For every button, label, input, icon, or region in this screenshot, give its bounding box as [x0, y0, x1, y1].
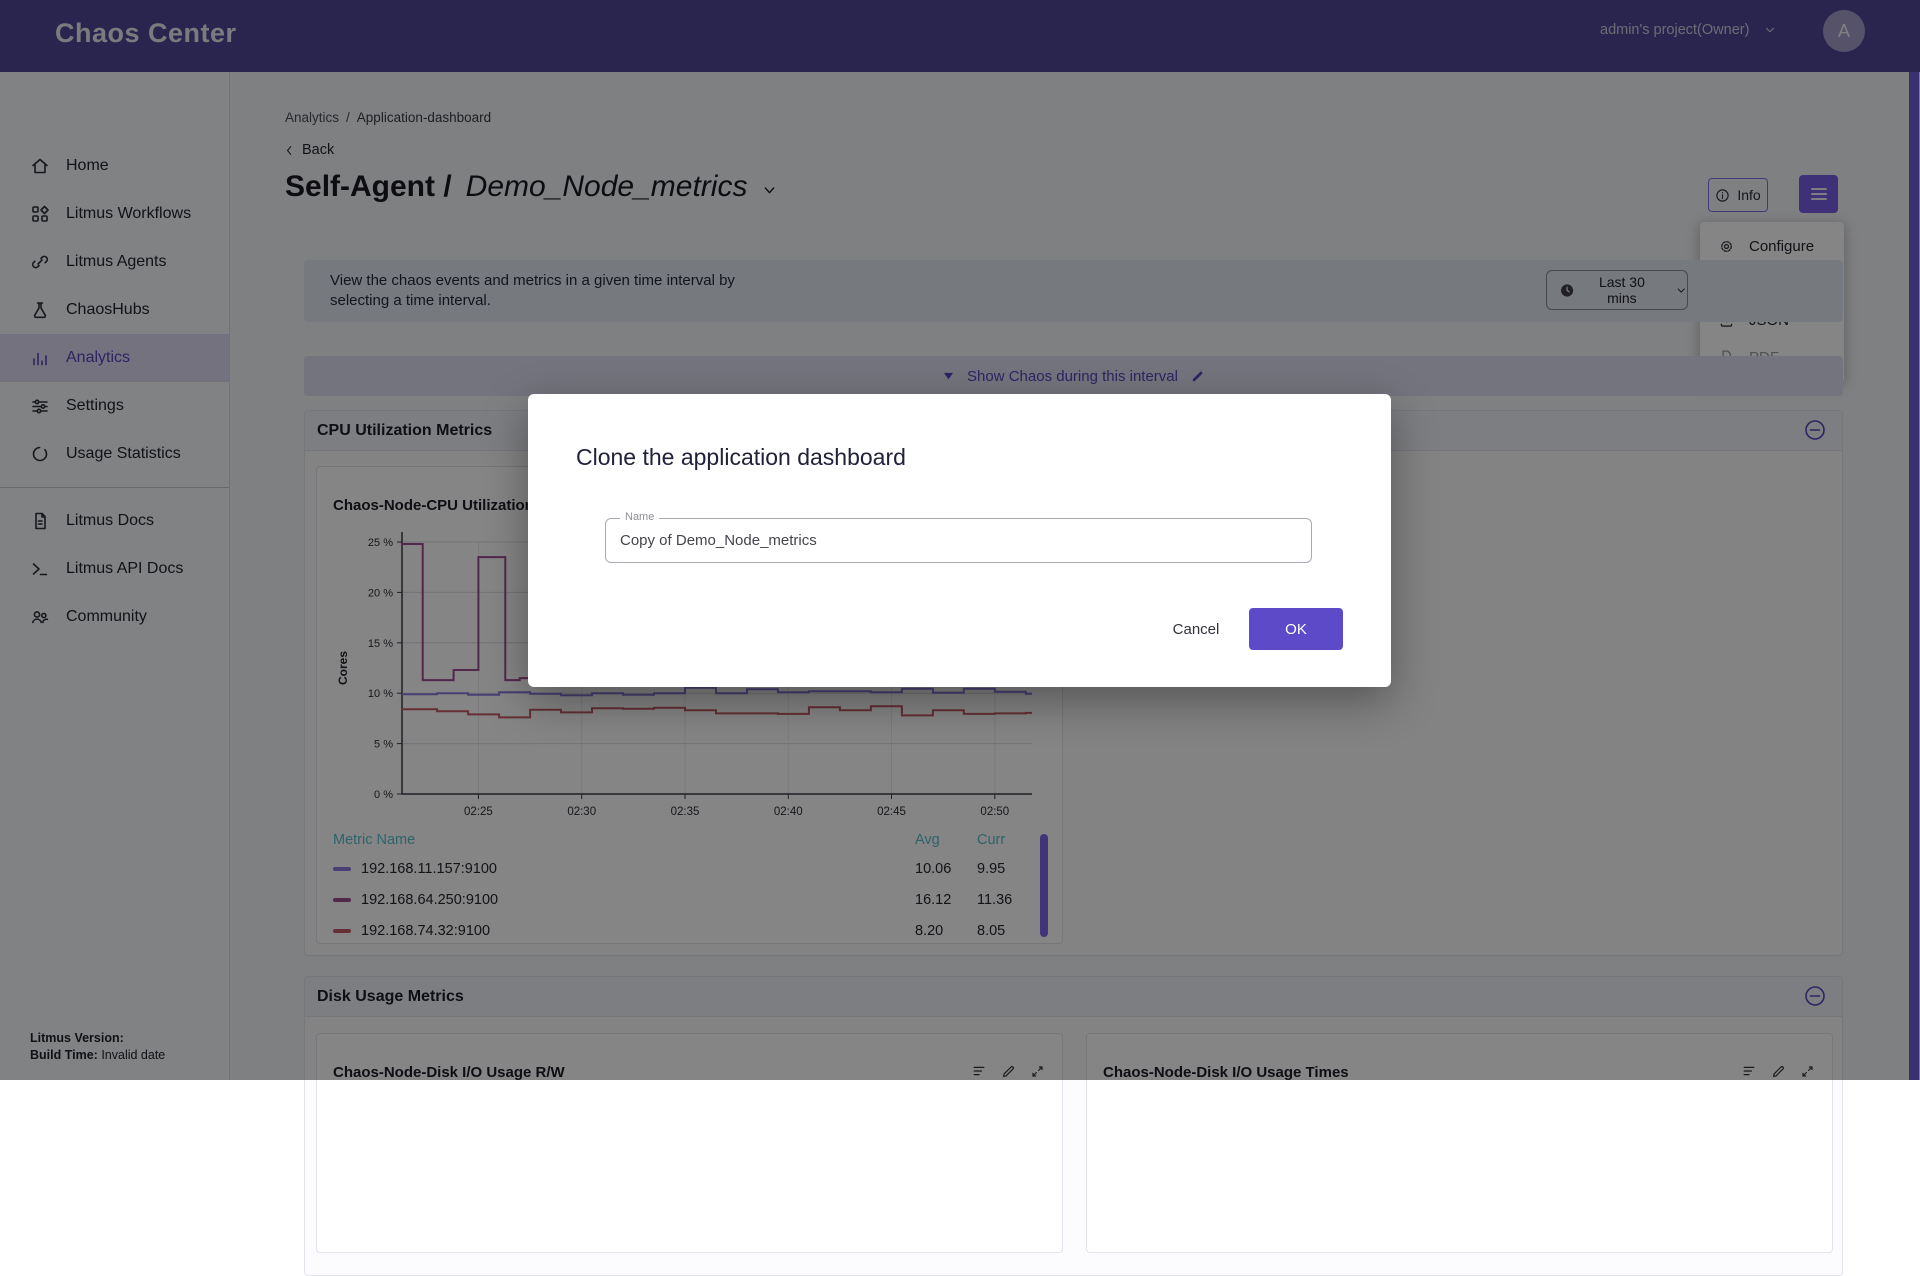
- clone-dashboard-modal: Clone the application dashboard Name Can…: [528, 394, 1391, 687]
- page-scrollbar-thumb[interactable]: [1909, 72, 1919, 1080]
- ok-button[interactable]: OK: [1249, 608, 1343, 650]
- name-field: Name: [605, 518, 1312, 563]
- modal-title: Clone the application dashboard: [576, 444, 906, 471]
- page-scrollbar: [1908, 72, 1920, 1080]
- name-input[interactable]: [606, 519, 1311, 562]
- cancel-button[interactable]: Cancel: [1148, 608, 1244, 650]
- name-field-label: Name: [620, 511, 659, 523]
